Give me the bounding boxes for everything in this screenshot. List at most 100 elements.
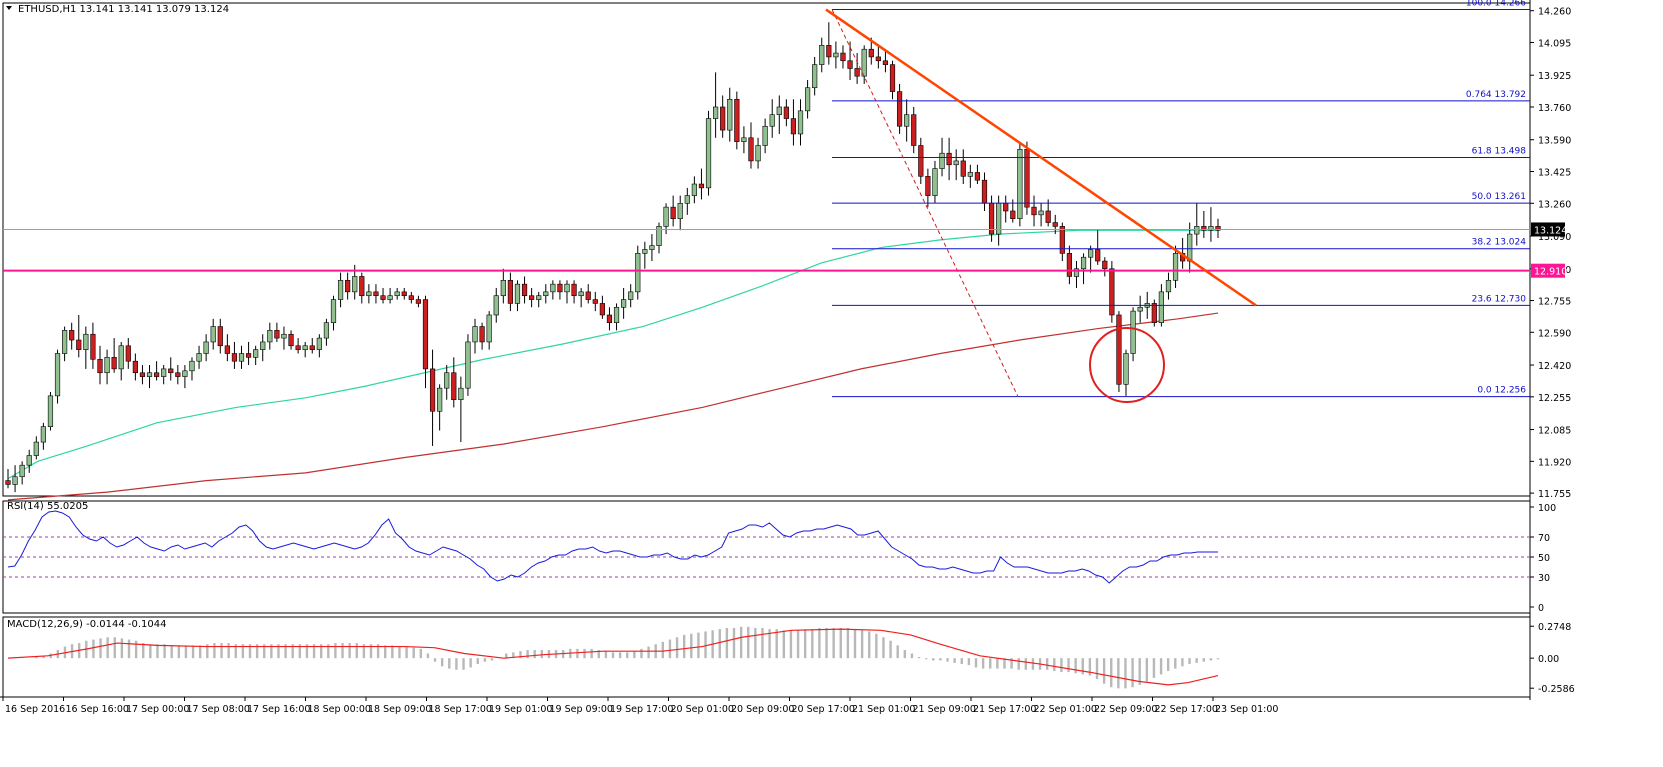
candle [967,164,973,188]
candle-body [557,283,563,293]
candle [337,272,344,308]
candle-body [529,295,535,300]
candle-body [1088,249,1094,258]
candle-body [1031,206,1037,216]
candle [882,49,889,73]
candle-body [932,168,938,196]
candle-body [713,106,719,119]
candle-body [642,249,648,254]
candle-body [203,341,209,354]
rsi-tick-label: 0 [1538,603,1544,614]
price-tick-label: 13.090 [1538,232,1571,243]
candle-body [309,345,315,350]
candle-body [352,276,358,293]
fib-level-label: 38.2 13.024 [1472,238,1527,248]
candle [437,384,443,431]
candle-body [826,45,832,58]
candle-body [267,330,273,343]
candle-body [507,280,513,304]
candle-body [889,64,896,92]
candle [529,288,535,308]
candle [904,99,910,142]
candle-body [812,64,818,89]
candle-body [1080,256,1087,270]
candle [557,280,563,300]
candle [345,272,351,300]
candle [118,341,124,381]
candle-body [408,295,414,300]
candle [953,149,959,181]
macd-panel-frame [2,616,1531,698]
candle [408,291,414,304]
candle-body [1059,226,1065,254]
rsi-label: RSI(14) 55.0205 [7,501,88,512]
time-tick-label: 22 Sep 17:00 [1155,704,1218,715]
price-tick-label: 14.260 [1538,7,1571,18]
candle [132,353,138,381]
candle-body [337,280,344,300]
candle-body [734,98,740,142]
macd-tick-label: 0.00 [1538,654,1559,665]
price-tick-label: 12.755 [1538,297,1571,308]
price-tick-label: 11.920 [1538,457,1571,468]
candle [911,106,917,154]
candle [500,268,506,304]
candle-body [302,345,308,350]
candle-body [465,341,471,389]
candle-body [316,337,322,350]
candle [755,137,761,169]
candle [1095,230,1101,265]
candle-body [613,306,620,323]
candle-body [1208,226,1214,231]
rsi-tick-label: 70 [1538,533,1550,544]
candle-body [1123,353,1129,385]
candle-body [606,314,613,323]
candle [210,318,216,350]
candle-body [1158,291,1164,323]
price-tick-label: 12.255 [1538,393,1571,404]
candle [889,60,896,100]
candle [734,91,740,150]
candle-body [281,333,287,339]
candle [238,345,245,369]
candle [592,291,598,312]
candle-body [578,291,584,297]
candle-body [939,152,945,169]
rsi-tick-label: 50 [1538,553,1550,564]
fib-level-label: 0.764 13.792 [1466,90,1526,100]
candle [656,222,662,254]
candle [536,291,542,308]
price-tick-label: 12.590 [1538,328,1571,339]
candle-body [599,303,605,316]
candle-body [1024,149,1030,208]
candle-body [288,333,294,347]
candle [896,83,903,134]
candle [493,288,499,323]
fib-level-label: 50.0 13.261 [1472,192,1526,202]
candle [1116,311,1122,393]
fib-level-label: 23.6 12.730 [1472,294,1527,304]
candle [359,272,365,304]
candle [1052,214,1058,235]
time-tick-label: 19 Sep 01:00 [489,704,552,715]
candle [642,241,648,269]
candle [1088,245,1094,273]
candle [224,334,230,362]
candle [521,276,528,304]
candle [783,99,789,127]
candle-body [380,295,386,300]
time-tick-label: 22 Sep 01:00 [1034,704,1097,715]
price-tick-label: 13.925 [1538,71,1571,82]
candle [1172,245,1179,289]
candle [840,45,846,69]
time-tick-label: 17 Sep 08:00 [187,704,250,715]
candle [1137,295,1143,323]
candle-body [677,202,683,219]
candle [444,365,450,400]
current-price-label: 13.124 [1534,225,1567,236]
candle-body [104,357,110,374]
candle [316,334,322,358]
price-tick-label: 12.420 [1538,361,1571,372]
candle [168,357,174,381]
candle-body [656,226,662,246]
